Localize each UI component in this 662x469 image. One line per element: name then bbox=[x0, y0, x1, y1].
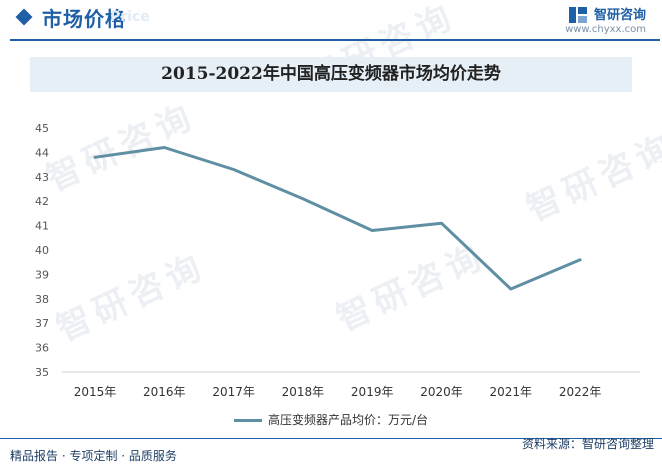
y-tick-label: 40 bbox=[35, 244, 49, 257]
x-tick-label: 2019年 bbox=[351, 385, 394, 399]
y-tick-label: 39 bbox=[35, 268, 49, 281]
footer-source: 资料来源：智研咨询整理 bbox=[521, 437, 654, 451]
y-tick-label: 45 bbox=[35, 122, 49, 135]
y-tick-label: 41 bbox=[35, 220, 49, 233]
legend-swatch bbox=[233, 419, 262, 422]
brand-url: www.chyxx.com bbox=[565, 24, 646, 35]
y-tick-label: 43 bbox=[35, 171, 49, 184]
footer-divider bbox=[0, 438, 662, 439]
brand: 智研咨询 www.chyxx.com bbox=[565, 4, 646, 35]
y-tick-label: 36 bbox=[35, 342, 49, 355]
x-tick-label: 2022年 bbox=[559, 385, 602, 399]
chart-legend: 高压变频器产品均价：万元/台 bbox=[0, 411, 662, 428]
line-chart: 35 36 37 38 39 40 41 42 43 44 45 2015年 2016年 2017年 201… bbox=[35, 122, 640, 399]
y-tick-label: 42 bbox=[35, 195, 49, 208]
x-tick-label: 2018年 bbox=[282, 385, 325, 399]
x-tick-label: 2016年 bbox=[143, 385, 186, 399]
page-header: 市场价格 Price 智研咨询 www.chyxx.com bbox=[0, 0, 662, 41]
chart-title-banner: 2015-2022年中国高压变频器市场均价走势 bbox=[30, 57, 632, 92]
legend-label: 高压变频器产品均价：万元/台 bbox=[267, 413, 429, 427]
brand-logo-icon bbox=[568, 7, 587, 23]
section-title-ghost: Price bbox=[110, 9, 150, 25]
y-tick-label: 35 bbox=[35, 366, 49, 379]
section-title: 市场价格 bbox=[42, 7, 126, 31]
x-tick-label: 2021年 bbox=[490, 385, 533, 399]
x-tick-label: 2015年 bbox=[74, 385, 117, 399]
header-divider bbox=[10, 39, 660, 41]
chart-title: 2015-2022年中国高压变频器市场均价走势 bbox=[161, 64, 501, 84]
y-tick-label: 37 bbox=[35, 317, 49, 330]
x-tick-label: 2017年 bbox=[212, 385, 255, 399]
y-tick-label: 38 bbox=[35, 293, 49, 306]
diamond-icon bbox=[15, 8, 33, 26]
series-line bbox=[93, 146, 582, 291]
footer-tagline: 精品报告 · 专项定制 · 品质服务 bbox=[10, 449, 177, 463]
brand-name: 智研咨询 bbox=[593, 8, 646, 23]
x-tick-label: 2020年 bbox=[420, 385, 463, 399]
y-tick-label: 44 bbox=[35, 146, 49, 159]
